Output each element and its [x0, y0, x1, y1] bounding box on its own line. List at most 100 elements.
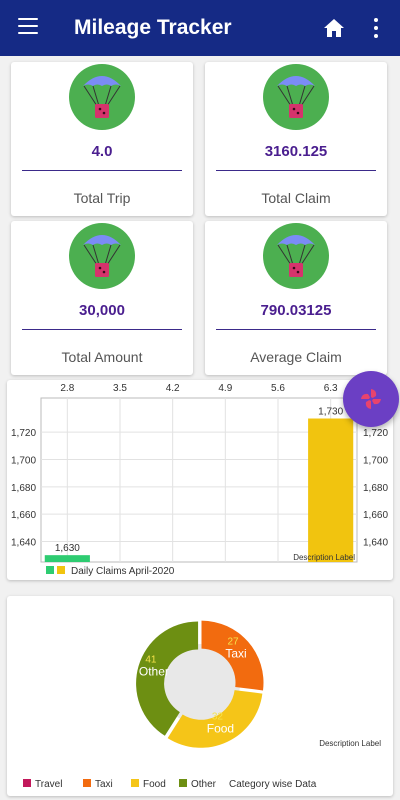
stat-value: 30,000 — [79, 302, 125, 319]
description-label: Description Label — [293, 553, 355, 562]
stat-card-total-amount: 30,000 Total Amount — [11, 221, 193, 375]
x-tick-label: 4.9 — [218, 383, 232, 394]
parachute-line — [286, 244, 294, 266]
parachute-icon — [69, 223, 135, 289]
description-label: Description Label — [319, 739, 381, 748]
pie-slice — [167, 690, 263, 748]
y-tick-label-left: 1,720 — [11, 428, 36, 439]
y-tick-label-right: 1,640 — [363, 538, 388, 549]
legend-swatch — [46, 566, 54, 574]
pinwheel-icon — [361, 389, 381, 409]
parachute-line — [300, 244, 315, 266]
stat-value: 4.0 — [91, 143, 113, 160]
plot-frame — [40, 397, 358, 563]
divider — [22, 329, 182, 330]
badge-circle — [69, 223, 135, 289]
pie-slice — [136, 621, 199, 736]
divider — [216, 329, 376, 330]
stat-label: Total Claim — [261, 190, 331, 206]
parachute-icon — [263, 223, 329, 289]
stat-card-total-trip: 4.0 Total Trip — [11, 62, 193, 216]
slice-value-label: 41 — [145, 655, 157, 666]
donut-inner-ring — [160, 644, 240, 724]
slice-label: Taxi — [225, 646, 246, 660]
y-tick-label-right: 1,720 — [363, 428, 388, 439]
pie-chart-card: Travel Taxi 27 Food 32 Other 41 Description Lab… — [7, 596, 393, 796]
crate — [95, 263, 109, 277]
parachute-line — [92, 244, 100, 266]
y-tick-label-right: 1,660 — [363, 510, 388, 521]
legend-swatch — [23, 779, 31, 787]
x-tick-label: 4.2 — [166, 383, 180, 394]
stat-card-average-claim: 790.03125 Average Claim — [205, 221, 387, 375]
crate-dot — [292, 266, 296, 270]
bar-value-label: 1,630 — [55, 543, 80, 554]
slice-value-label: 27 — [227, 636, 239, 647]
y-tick-label-left: 1,640 — [11, 538, 36, 549]
badge-circle — [263, 64, 329, 130]
fab-button[interactable] — [343, 371, 399, 427]
home-icon[interactable] — [322, 16, 346, 40]
bar-value-label: 1,730 — [318, 407, 343, 418]
slice-value-label: 32 — [212, 711, 224, 722]
parachute-line — [298, 85, 306, 107]
legend-caption: Category wise Data — [229, 779, 317, 790]
y-tick-label-right: 1,680 — [363, 483, 388, 494]
parachute-line — [106, 85, 121, 107]
legend-entry: Other — [191, 779, 217, 790]
parachute-line — [104, 244, 112, 266]
badge-circle — [69, 64, 135, 130]
bar — [308, 418, 354, 562]
legend-swatch — [57, 566, 65, 574]
more-vert-icon[interactable] — [372, 18, 380, 38]
parachute-line — [277, 244, 292, 266]
stat-value: 3160.125 — [264, 143, 328, 160]
y-tick-label-right: 1,700 — [363, 456, 388, 467]
stat-label: Average Claim — [250, 349, 342, 365]
parachute-line — [83, 244, 98, 266]
pie-slice — [201, 620, 264, 691]
legend-entry: Food — [143, 779, 166, 790]
slice-label: Other — [139, 665, 169, 679]
stat-label: Total Amount — [61, 349, 143, 365]
crate-dot — [296, 270, 300, 274]
parachute-line — [300, 85, 315, 107]
app-bar: Mileage Tracker — [0, 0, 400, 56]
legend-swatch — [131, 779, 139, 787]
y-tick-label-left: 1,660 — [11, 510, 36, 521]
legend-entry: Taxi — [95, 779, 113, 790]
stat-label: Total Trip — [73, 190, 131, 206]
crate — [289, 263, 303, 277]
parachute-icon — [69, 64, 135, 130]
parachute-line — [298, 244, 306, 266]
parachute-line — [92, 85, 100, 107]
menu-icon[interactable] — [18, 18, 38, 34]
slice-label: Food — [207, 721, 234, 735]
canopy — [277, 76, 315, 86]
x-tick-label: 3.5 — [113, 383, 127, 394]
crate-dot — [296, 111, 300, 115]
parachute-line — [104, 85, 112, 107]
bar-chart[interactable]: 2.8 3.5 4.2 4.9 5.6 6.3 1,640 1,640 1,660 1,660 1,… — [7, 380, 393, 580]
x-tick-label: 2.8 — [60, 383, 74, 394]
canopy — [83, 235, 121, 245]
page-title: Mileage Tracker — [74, 16, 232, 39]
canopy — [277, 235, 315, 245]
x-tick-label: 5.6 — [271, 383, 285, 394]
legend-caption: Daily Claims April-2020 — [71, 566, 175, 577]
stat-value: 790.03125 — [260, 302, 332, 319]
crate-dot — [102, 111, 106, 115]
crate-dot — [98, 266, 102, 270]
parachute-line — [83, 85, 98, 107]
legend-entry: Travel — [35, 779, 62, 790]
parachute-line — [277, 85, 292, 107]
x-tick-label: 6.3 — [324, 383, 338, 394]
parachute-line — [106, 244, 121, 266]
crate — [289, 104, 303, 118]
bar — [44, 555, 90, 562]
stat-card-total-claim: 3160.125 Total Claim — [205, 62, 387, 216]
divider — [22, 170, 182, 171]
crate-dot — [102, 270, 106, 274]
bar-chart-card: 2.8 3.5 4.2 4.9 5.6 6.3 1,640 1,640 1,660 1,660 1,… — [7, 380, 393, 580]
